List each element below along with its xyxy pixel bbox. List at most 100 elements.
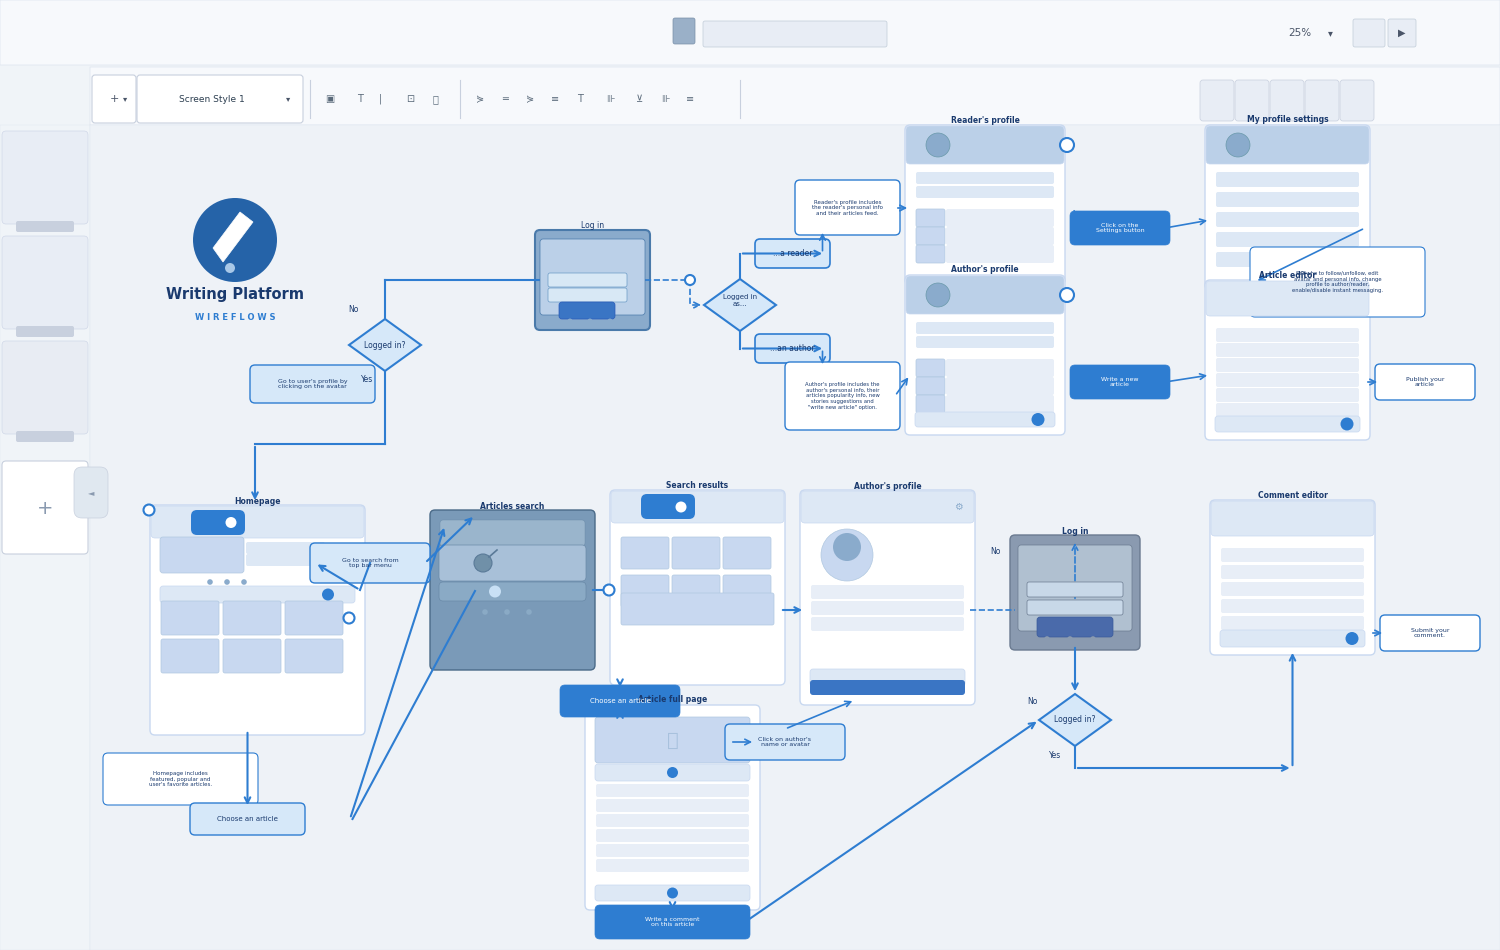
Circle shape: [1032, 413, 1044, 426]
Circle shape: [526, 609, 532, 615]
Text: ⊡: ⊡: [406, 94, 414, 104]
Text: T: T: [578, 94, 584, 104]
Text: Comment editor: Comment editor: [1257, 490, 1328, 500]
FancyBboxPatch shape: [251, 365, 375, 403]
FancyBboxPatch shape: [150, 505, 364, 735]
FancyBboxPatch shape: [1388, 19, 1416, 47]
Circle shape: [588, 318, 592, 324]
FancyBboxPatch shape: [596, 859, 748, 872]
Circle shape: [225, 517, 237, 528]
Circle shape: [608, 318, 612, 324]
Circle shape: [489, 585, 501, 598]
FancyBboxPatch shape: [915, 412, 1054, 427]
FancyBboxPatch shape: [1216, 212, 1359, 227]
Circle shape: [207, 580, 213, 585]
FancyBboxPatch shape: [1210, 501, 1374, 536]
FancyBboxPatch shape: [621, 593, 774, 625]
FancyBboxPatch shape: [560, 302, 615, 319]
Text: ⊪: ⊪: [660, 94, 669, 104]
Circle shape: [344, 613, 354, 623]
FancyBboxPatch shape: [610, 491, 785, 523]
Text: Articles search: Articles search: [480, 502, 544, 510]
Text: Homepage: Homepage: [234, 497, 280, 505]
FancyBboxPatch shape: [916, 336, 1054, 348]
FancyBboxPatch shape: [916, 209, 945, 227]
Text: Author's profile includes the
author's personal info, their
articles popularity : Author's profile includes the author's p…: [806, 382, 879, 410]
FancyBboxPatch shape: [812, 585, 964, 599]
Text: +: +: [36, 499, 54, 518]
Circle shape: [1066, 636, 1072, 642]
FancyBboxPatch shape: [1216, 403, 1359, 417]
FancyBboxPatch shape: [674, 18, 694, 44]
FancyBboxPatch shape: [1206, 281, 1370, 316]
FancyBboxPatch shape: [1216, 252, 1359, 267]
FancyBboxPatch shape: [754, 334, 830, 363]
Circle shape: [567, 318, 573, 324]
FancyBboxPatch shape: [1206, 126, 1370, 164]
FancyBboxPatch shape: [1200, 80, 1234, 121]
Circle shape: [225, 263, 236, 273]
FancyBboxPatch shape: [1216, 373, 1359, 387]
Text: Yes: Yes: [362, 375, 374, 385]
Text: No: No: [348, 306, 358, 314]
Text: Screen Style 1: Screen Style 1: [178, 94, 244, 104]
Text: |: |: [378, 94, 381, 104]
Circle shape: [1226, 133, 1250, 157]
FancyBboxPatch shape: [285, 639, 344, 673]
Text: Click on the
Settings button: Click on the Settings button: [1095, 222, 1144, 234]
Circle shape: [1060, 138, 1074, 152]
Circle shape: [194, 198, 278, 282]
FancyBboxPatch shape: [2, 341, 88, 434]
FancyBboxPatch shape: [1210, 500, 1376, 655]
FancyBboxPatch shape: [548, 288, 627, 302]
Text: Set who to follow/unfollow, edit
avatar and personal info, change
profile to aut: Set who to follow/unfollow, edit avatar …: [1292, 271, 1383, 294]
Text: ⊻: ⊻: [636, 94, 644, 104]
FancyBboxPatch shape: [440, 520, 585, 546]
FancyBboxPatch shape: [1028, 600, 1124, 615]
FancyBboxPatch shape: [704, 21, 886, 47]
FancyBboxPatch shape: [640, 494, 694, 519]
FancyBboxPatch shape: [596, 764, 750, 781]
FancyBboxPatch shape: [1376, 364, 1474, 400]
FancyBboxPatch shape: [596, 784, 748, 797]
FancyBboxPatch shape: [916, 227, 945, 245]
Circle shape: [833, 533, 861, 561]
Text: No: No: [990, 547, 1000, 557]
Text: Search results: Search results: [666, 482, 729, 490]
Text: Author's profile: Author's profile: [951, 265, 1018, 275]
FancyBboxPatch shape: [1204, 125, 1370, 290]
Text: Choose an article: Choose an article: [590, 698, 651, 704]
FancyBboxPatch shape: [190, 510, 244, 535]
FancyBboxPatch shape: [1028, 582, 1124, 597]
FancyBboxPatch shape: [812, 617, 964, 631]
Text: T: T: [357, 94, 363, 104]
FancyBboxPatch shape: [916, 186, 1054, 198]
Text: ⎕: ⎕: [432, 94, 438, 104]
Circle shape: [1044, 636, 1050, 642]
FancyBboxPatch shape: [190, 803, 304, 835]
Circle shape: [1341, 417, 1353, 430]
Text: +: +: [110, 94, 118, 104]
FancyBboxPatch shape: [285, 601, 344, 635]
FancyBboxPatch shape: [440, 545, 586, 581]
FancyBboxPatch shape: [1250, 247, 1425, 317]
FancyBboxPatch shape: [160, 601, 219, 635]
Text: Write a comment
on this article: Write a comment on this article: [645, 917, 699, 927]
FancyBboxPatch shape: [1216, 343, 1359, 357]
Text: ⋟: ⋟: [476, 94, 484, 104]
FancyBboxPatch shape: [596, 905, 750, 939]
Text: Logged in?: Logged in?: [1054, 715, 1095, 725]
Circle shape: [668, 887, 678, 899]
FancyBboxPatch shape: [916, 377, 945, 395]
FancyBboxPatch shape: [540, 239, 645, 315]
FancyBboxPatch shape: [1353, 19, 1384, 47]
Circle shape: [1060, 288, 1074, 302]
FancyBboxPatch shape: [440, 582, 586, 601]
Text: ⛰: ⛰: [666, 731, 678, 750]
FancyBboxPatch shape: [916, 172, 1054, 184]
FancyBboxPatch shape: [1070, 365, 1170, 399]
Text: No: No: [1028, 697, 1036, 707]
FancyBboxPatch shape: [916, 245, 945, 263]
FancyBboxPatch shape: [810, 669, 964, 686]
Text: Article editor: Article editor: [1258, 271, 1316, 279]
